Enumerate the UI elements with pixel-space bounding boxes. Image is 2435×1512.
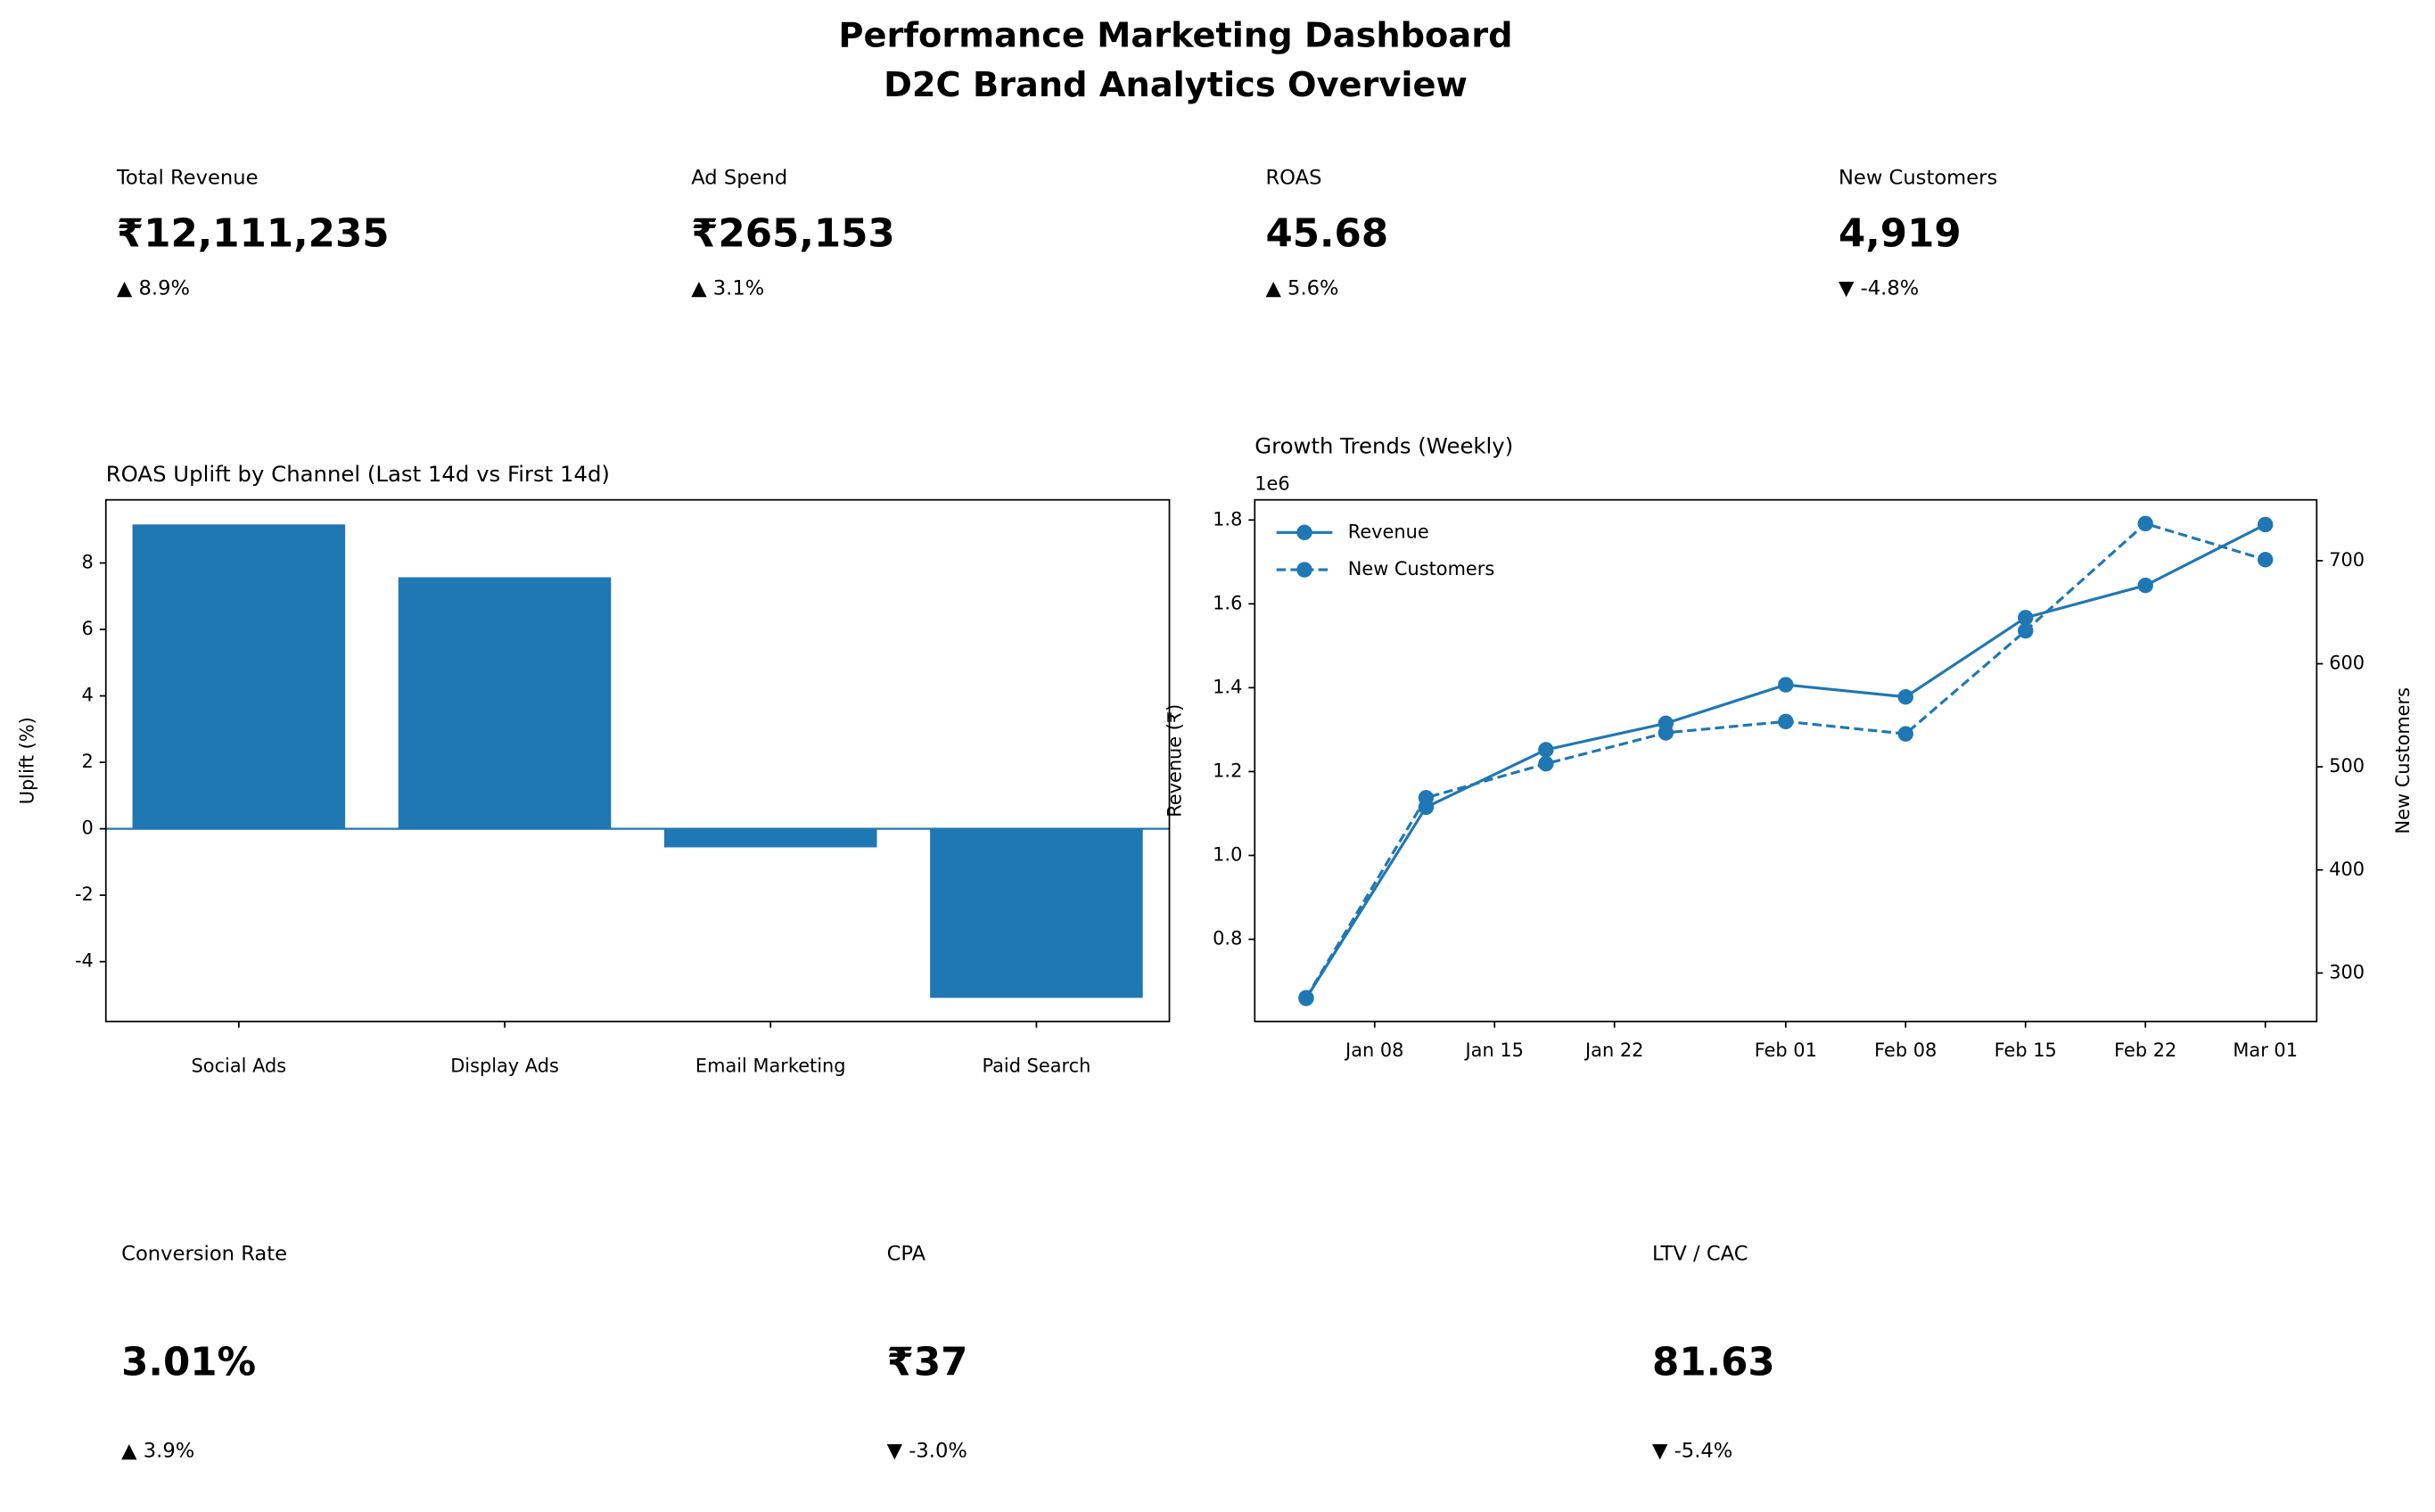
kpi-label: Ad Spend <box>691 167 787 190</box>
y-tick-label: 6 <box>82 618 94 639</box>
kpi-value: 45.68 <box>1265 212 1388 257</box>
x-tick-label: Feb 22 <box>2114 1040 2176 1061</box>
y-tick-label: 0 <box>82 818 94 839</box>
x-tick-label: Jan 08 <box>1344 1040 1403 1061</box>
x-tick-label: Jan 22 <box>1584 1040 1643 1061</box>
point <box>1897 689 1913 705</box>
point <box>1298 990 1314 1006</box>
kpi-value: ₹265,153 <box>691 212 894 257</box>
y-tick-label: 4 <box>82 685 94 706</box>
legend-label: Revenue <box>1348 521 1429 542</box>
y-offset-label: 1e6 <box>1255 472 1289 494</box>
kpi-delta: ▲ 8.9% <box>117 276 190 300</box>
kpi-value: 4,919 <box>1839 212 1962 257</box>
y2-tick-label: 500 <box>2329 755 2365 777</box>
x-tick-label: Mar 01 <box>2233 1040 2298 1061</box>
point <box>1418 790 1435 806</box>
dashboard-title: Performance Marketing Dashboard <box>838 15 1512 55</box>
bar <box>930 828 1143 998</box>
x-tick-label: Social Ads <box>192 1055 287 1076</box>
y2-tick-label: 400 <box>2329 859 2365 880</box>
kpi-label: New Customers <box>1839 167 1997 190</box>
y-tick-label: 2 <box>82 751 94 772</box>
y-tick-label: -4 <box>75 950 94 972</box>
legend-marker <box>1296 524 1312 540</box>
kpi-delta: ▼ -5.4% <box>1652 1440 1732 1463</box>
series-line <box>1304 522 2266 998</box>
y-tick-label: 1.8 <box>1213 508 1242 530</box>
dashboard-subtitle: D2C Brand Analytics Overview <box>884 65 1468 105</box>
y-tick-label: 1.2 <box>1213 760 1242 781</box>
point <box>2018 610 2034 626</box>
kpi-delta: ▲ 5.6% <box>1265 276 1338 300</box>
chart-title: Growth Trends (Weekly) <box>1255 432 1513 458</box>
kpi-value: 3.01% <box>121 1341 256 1385</box>
kpi-value: ₹37 <box>887 1341 968 1385</box>
x-tick-label: Feb 01 <box>1755 1040 1817 1061</box>
legend-marker <box>1296 562 1312 578</box>
y-axis-label: Uplift (%) <box>17 717 38 804</box>
bar <box>398 577 612 829</box>
kpi-label: Total Revenue <box>116 167 259 190</box>
kpi-label: LTV / CAC <box>1652 1242 1748 1265</box>
point <box>2137 515 2153 531</box>
point <box>1778 713 1794 729</box>
kpi-value: ₹12,111,235 <box>117 212 390 257</box>
y2-tick-label: 300 <box>2329 961 2365 982</box>
series-line <box>1304 523 2266 999</box>
x-tick-label: Paid Search <box>982 1055 1090 1076</box>
bar <box>663 828 877 848</box>
point <box>2018 622 2034 639</box>
kpi-delta: ▼ -4.8% <box>1839 276 1919 300</box>
kpi-delta: ▲ 3.1% <box>691 276 764 300</box>
axes-frame <box>1254 498 2318 1023</box>
kpi-value: 81.63 <box>1652 1341 1775 1385</box>
y-axis-label: Revenue (₹) <box>1164 704 1185 818</box>
point <box>2257 552 2274 568</box>
axes-frame <box>104 498 1171 1023</box>
x-tick-label: Email Marketing <box>695 1055 846 1076</box>
bar <box>132 524 346 829</box>
y-tick-label: 8 <box>82 551 94 572</box>
x-tick-label: Display Ads <box>450 1055 559 1076</box>
kpi-label: CPA <box>887 1242 926 1265</box>
point <box>2137 577 2153 594</box>
y-tick-label: 1.4 <box>1213 676 1242 697</box>
kpi-delta: ▲ 3.9% <box>121 1440 194 1463</box>
point <box>1778 677 1794 693</box>
y2-axis-label: New Customers <box>2392 687 2414 834</box>
x-tick-label: Jan 15 <box>1464 1040 1524 1061</box>
y-tick-label: 1.0 <box>1213 844 1242 866</box>
y-tick-label: 1.6 <box>1213 592 1242 613</box>
kpi-delta: ▼ -3.0% <box>887 1440 967 1463</box>
legend-label: New Customers <box>1348 558 1494 579</box>
y-tick-label: -2 <box>75 883 94 905</box>
x-tick-label: Feb 15 <box>1995 1040 2057 1061</box>
kpi-label: Conversion Rate <box>121 1242 287 1265</box>
point <box>2257 516 2274 533</box>
kpi-label: ROAS <box>1265 167 1321 190</box>
point <box>1897 726 1913 742</box>
chart-title: ROAS Uplift by Channel (Last 14d vs Firs… <box>106 461 610 487</box>
y2-tick-label: 700 <box>2329 549 2365 571</box>
y-tick-label: 0.8 <box>1213 928 1242 949</box>
y2-tick-label: 600 <box>2329 653 2365 674</box>
point <box>1538 755 1554 772</box>
point <box>1538 742 1554 758</box>
point <box>1658 725 1674 741</box>
x-tick-label: Feb 08 <box>1874 1040 1937 1061</box>
